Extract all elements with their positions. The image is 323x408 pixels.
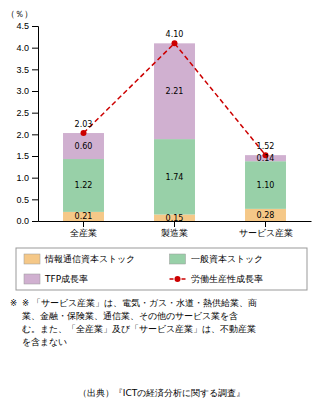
bar-label: 1.10 <box>257 181 275 190</box>
legend-swatch <box>24 254 40 264</box>
note: 業、金融・保険業、通信業、その他のサービス業を含 <box>22 311 238 321</box>
legend-label: 労働生産性成長率 <box>191 274 263 284</box>
bar <box>63 159 104 212</box>
y-tick-mark <box>32 156 38 157</box>
y-tick: 1.5 <box>16 151 38 161</box>
line-marker <box>81 130 87 136</box>
bar <box>63 133 104 159</box>
legend: 情報通信資本ストック 一般資本ストック TFP成長率 労働生産性成長率 <box>16 248 307 290</box>
x-tick-mark <box>83 221 84 227</box>
x-axis: 全産業 製造業 サービス産業 <box>39 221 312 238</box>
y-tick-mark <box>32 113 38 114</box>
y-tick: 3.0 <box>16 86 38 96</box>
y-tick: 0.5 <box>16 195 38 205</box>
bar-label: 1.74 <box>166 173 184 182</box>
legend-item: 情報通信資本ストック <box>24 254 135 264</box>
note: む。また、「全産業」及び「サービス産業」は、不動産業 <box>22 324 256 334</box>
y-tick: 3.5 <box>16 65 38 75</box>
legend-label: 情報通信資本ストック <box>44 254 135 264</box>
legend-item: 労働生産性成長率 <box>170 274 263 284</box>
bar <box>245 161 286 209</box>
x-tick-label: サービス産業 <box>239 228 293 238</box>
data-labels: 0.21 0.15 0.28 1.22 1.74 1.10 0.60 2.21 0.14 2.03… <box>75 30 275 222</box>
y-tick-mark <box>32 48 38 49</box>
x-tick-label: 製造業 <box>161 228 188 238</box>
x-tick-label: 全産業 <box>70 228 97 238</box>
bar-label: 2.21 <box>166 87 184 96</box>
notes: ※ ※ 「サービス産業」は、電気・ガス・水道・熱供給業、商業、金融・保険業、通信業… <box>10 298 257 398</box>
x-tick: サービス産業 <box>239 221 293 238</box>
y-tick-mark <box>32 91 38 92</box>
y-tick-label: 4.0 <box>16 43 29 53</box>
bar <box>154 139 195 214</box>
bar-label: 1.22 <box>75 181 93 190</box>
line-label: 1.52 <box>257 142 275 151</box>
y-tick-label: 3.5 <box>16 65 29 75</box>
y-tick-label: 2.5 <box>16 108 29 118</box>
x-tick: 全産業 <box>70 221 97 238</box>
y-tick-mark <box>32 221 38 222</box>
y-tick-label: 3.0 <box>16 86 29 96</box>
chart: 0.0 0.5 1.0 1.5 2.0 2.5 3.0 3.5 4.0 4.5 全産業 製造業 サービス… <box>0 0 323 408</box>
bar-label: 0.21 <box>75 212 93 221</box>
bar-label: 0.60 <box>75 142 93 151</box>
y-tick: 4.5 <box>16 21 38 31</box>
y-tick-mark <box>32 134 38 135</box>
legend-swatch <box>24 274 40 284</box>
marks <box>63 40 286 221</box>
x-tick-mark <box>265 221 266 227</box>
legend-marker <box>175 276 181 282</box>
y-axis: 0.0 0.5 1.0 1.5 2.0 2.5 3.0 3.5 4.0 4.5 <box>16 21 38 226</box>
bar-label: 0.14 <box>257 154 275 163</box>
legend-item: 一般資本ストック <box>170 254 263 264</box>
bar-series <box>63 43 286 161</box>
y-tick: 2.0 <box>16 130 38 140</box>
y-tick-label: 2.0 <box>16 130 29 140</box>
line-marker <box>172 40 178 46</box>
y-tick-mark <box>32 69 38 70</box>
y-tick-label: 0.5 <box>16 195 29 205</box>
y-tick-label: 0.0 <box>16 216 29 226</box>
bar-label: 0.28 <box>257 211 275 220</box>
legend-label: 一般資本ストック <box>191 254 263 264</box>
line <box>84 43 266 155</box>
legend-box <box>16 248 307 290</box>
source: （出典）『ICTの経済分析に関する調査』 <box>78 388 245 398</box>
y-tick-mark <box>32 178 38 179</box>
bar <box>245 209 286 221</box>
plot: 0.0 0.5 1.0 1.5 2.0 2.5 3.0 3.5 4.0 4.5 全産業 製造業 サービス… <box>16 21 311 238</box>
y-axis-title: （％） <box>6 9 33 19</box>
legend-swatch <box>170 254 186 264</box>
y-tick-label: 1.0 <box>16 173 29 183</box>
bar <box>63 212 104 221</box>
y-tick-mark <box>32 199 38 200</box>
y-tick-mark <box>32 26 38 27</box>
line-label: 2.03 <box>75 120 93 129</box>
note: ※ 「サービス産業」は、電気・ガス・水道・熱供給業、商 <box>22 298 257 308</box>
note: を含まない <box>22 337 67 347</box>
line-label: 4.10 <box>166 30 184 39</box>
note-mark: ※ <box>10 298 17 308</box>
y-tick: 2.5 <box>16 108 38 118</box>
bar-label: 0.15 <box>166 214 184 223</box>
y-tick: 0.0 <box>16 216 38 226</box>
y-tick-label: 4.5 <box>16 21 29 31</box>
y-tick: 1.0 <box>16 173 38 183</box>
y-axis-line <box>32 27 39 222</box>
legend-label: TFP成長率 <box>44 274 88 284</box>
y-tick-label: 1.5 <box>16 151 29 161</box>
y-tick: 4.0 <box>16 43 38 53</box>
legend-item: TFP成長率 <box>24 274 88 284</box>
x-tick: 製造業 <box>161 221 188 238</box>
